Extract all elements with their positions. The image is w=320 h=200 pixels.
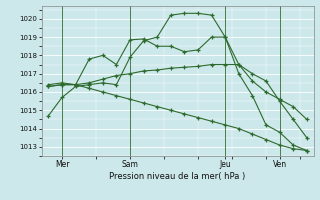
X-axis label: Pression niveau de la mer( hPa ): Pression niveau de la mer( hPa ) [109,172,246,181]
